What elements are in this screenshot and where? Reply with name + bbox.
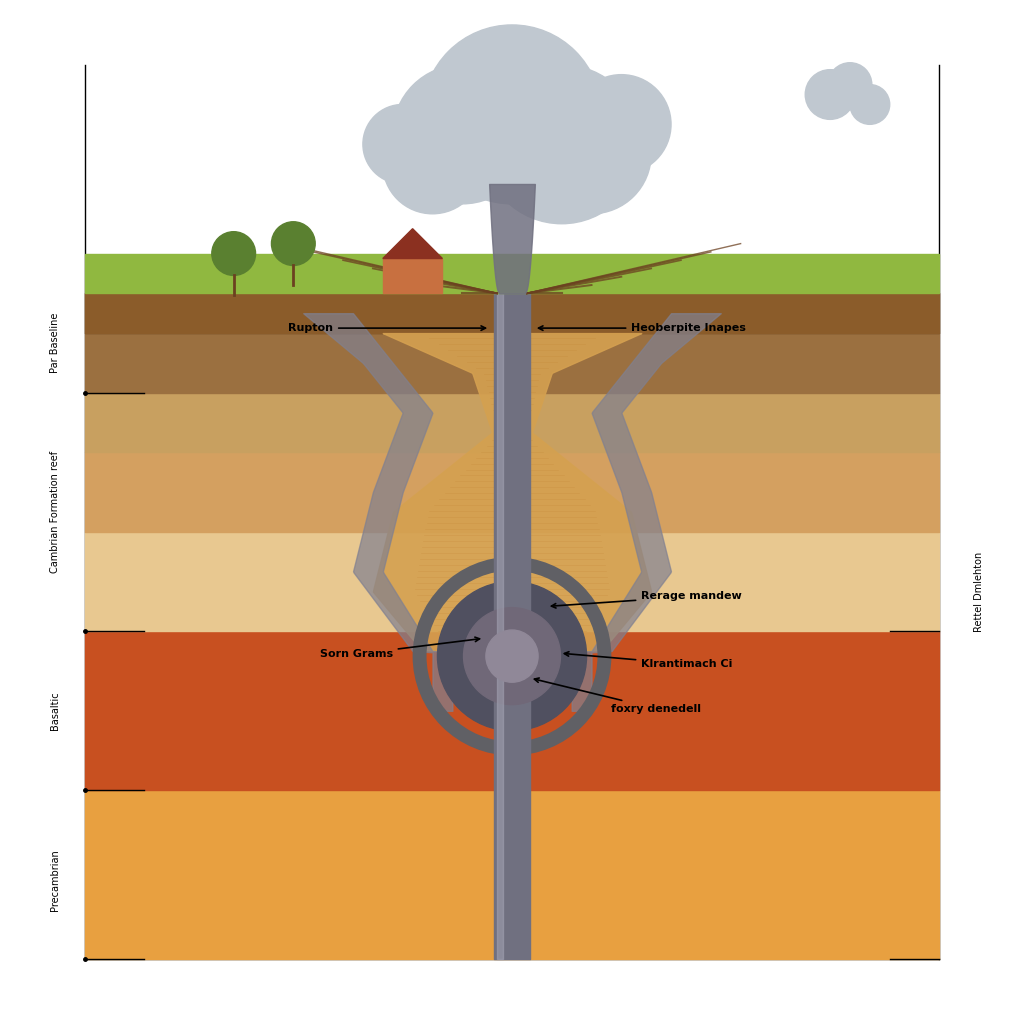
Circle shape <box>271 222 315 265</box>
Circle shape <box>805 70 855 120</box>
Circle shape <box>850 85 890 124</box>
Circle shape <box>212 231 256 275</box>
Circle shape <box>362 104 442 184</box>
Circle shape <box>486 630 538 682</box>
Circle shape <box>571 75 671 174</box>
Circle shape <box>464 607 560 705</box>
Text: foxry denedell: foxry denedell <box>535 678 701 714</box>
Text: Basaltic: Basaltic <box>50 691 59 730</box>
Text: Cambrian Formation reef: Cambrian Formation reef <box>50 451 59 573</box>
Text: Precambrian: Precambrian <box>50 849 59 910</box>
Circle shape <box>828 62 871 106</box>
Bar <box>85 293 939 333</box>
Text: Sorn Grams: Sorn Grams <box>319 637 479 659</box>
Circle shape <box>423 25 601 204</box>
Circle shape <box>531 94 651 214</box>
Circle shape <box>393 65 531 204</box>
Polygon shape <box>383 228 442 258</box>
Text: Klrantimach Ci: Klrantimach Ci <box>564 651 732 669</box>
Text: Rupton: Rupton <box>288 324 485 333</box>
Bar <box>85 254 939 293</box>
Text: Heoberpite Inapes: Heoberpite Inapes <box>539 324 746 333</box>
Text: Rettel Dmlehton: Rettel Dmlehton <box>974 551 984 632</box>
Circle shape <box>482 65 641 223</box>
Circle shape <box>383 115 482 214</box>
Bar <box>383 258 442 293</box>
Circle shape <box>437 582 587 731</box>
Text: Rerage mandew: Rerage mandew <box>551 592 742 608</box>
Text: Par Baseline: Par Baseline <box>50 313 59 373</box>
